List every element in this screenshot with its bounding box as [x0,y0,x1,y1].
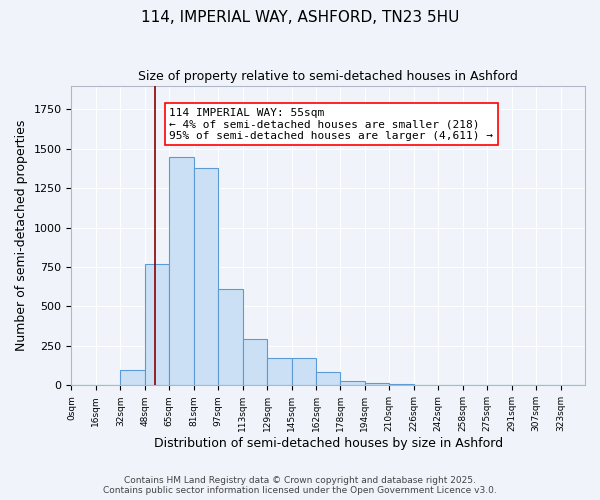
Y-axis label: Number of semi-detached properties: Number of semi-detached properties [15,120,28,351]
Bar [316,372,340,386]
Bar [121,370,145,386]
Bar [340,380,365,386]
Bar [414,384,438,386]
Bar [169,156,194,386]
Text: 114 IMPERIAL WAY: 55sqm
← 4% of semi-detached houses are smaller (218)
95% of se: 114 IMPERIAL WAY: 55sqm ← 4% of semi-det… [169,108,493,141]
Bar [194,168,218,386]
Bar [267,358,292,386]
X-axis label: Distribution of semi-detached houses by size in Ashford: Distribution of semi-detached houses by … [154,437,503,450]
Bar [71,384,96,386]
Bar [242,339,267,386]
Text: 114, IMPERIAL WAY, ASHFORD, TN23 5HU: 114, IMPERIAL WAY, ASHFORD, TN23 5HU [141,10,459,25]
Text: Contains HM Land Registry data © Crown copyright and database right 2025.
Contai: Contains HM Land Registry data © Crown c… [103,476,497,495]
Title: Size of property relative to semi-detached houses in Ashford: Size of property relative to semi-detach… [138,70,518,83]
Bar [365,383,389,386]
Bar [218,289,242,386]
Bar [145,264,169,386]
Bar [389,384,414,386]
Bar [96,384,121,386]
Bar [292,358,316,386]
